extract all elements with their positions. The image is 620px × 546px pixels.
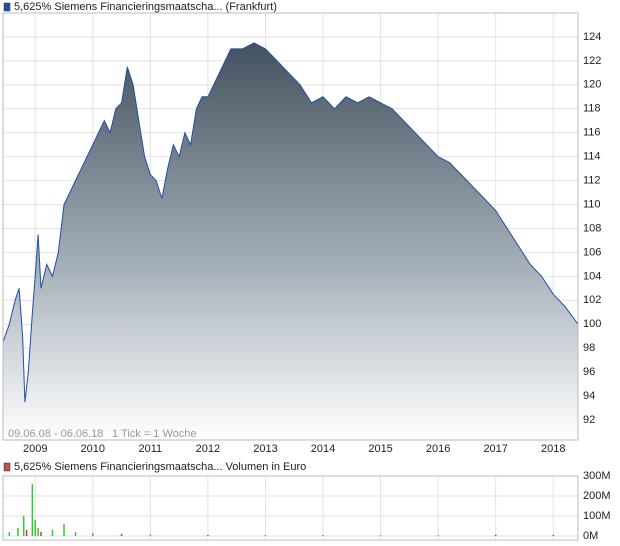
y-tick-label: 200M — [583, 490, 611, 502]
volume-bar — [322, 535, 324, 536]
legend-label: 5,625% Siemens Financieringsmaatscha... … — [14, 461, 306, 473]
area-fill — [3, 42, 578, 441]
y-tick-label: 106 — [583, 246, 601, 258]
volume-bar — [120, 534, 123, 536]
x-tick-label: 2012 — [196, 443, 220, 455]
y-tick-label: 104 — [583, 270, 601, 282]
y-tick-label: 102 — [583, 294, 601, 306]
volume-bar — [552, 535, 555, 536]
volume-bar — [437, 535, 439, 536]
y-tick-label: 110 — [583, 198, 601, 210]
y-tick-label: 96 — [583, 366, 595, 378]
y-tick-label: 0M — [583, 530, 598, 542]
volume-bar — [74, 532, 77, 536]
legend-swatch — [3, 462, 11, 472]
legend-swatch — [3, 2, 11, 12]
volume-bar — [31, 484, 34, 536]
volume-bar — [379, 535, 382, 536]
volume-bar — [63, 524, 65, 536]
volume-bar — [22, 516, 25, 536]
volume-bar — [40, 532, 42, 536]
x-tick-label: 2015 — [368, 443, 392, 455]
plot-frame — [2, 12, 579, 441]
volume-bar — [92, 533, 94, 536]
annotation: 09.06.08 - 06.06.18 — [8, 428, 103, 440]
x-tick-label: 2016 — [426, 443, 450, 455]
y-tick-label: 92 — [583, 414, 595, 426]
volume-bar — [51, 530, 54, 536]
y-tick-label: 112 — [583, 174, 601, 186]
x-tick-label: 2009 — [23, 443, 47, 455]
x-tick-label: 2014 — [311, 443, 335, 455]
x-tick-label: 2017 — [483, 443, 507, 455]
volume-bar — [17, 528, 19, 536]
y-tick-label: 122 — [583, 55, 601, 67]
volume-bar — [149, 534, 152, 536]
x-tick-label: 2010 — [81, 443, 105, 455]
y-tick-label: 116 — [583, 127, 601, 139]
y-tick-label: 100M — [583, 510, 611, 522]
volume-bar — [207, 535, 209, 536]
plot-frame — [2, 475, 579, 541]
y-tick-label: 124 — [583, 31, 601, 43]
volume-bar — [25, 530, 28, 536]
volume-bar — [37, 528, 39, 536]
annotation: 1 Tick = 1 Woche — [112, 428, 196, 440]
y-tick-label: 94 — [583, 390, 595, 402]
volume-bar — [34, 520, 36, 536]
y-tick-label: 108 — [583, 222, 601, 234]
volume-bar — [8, 532, 11, 536]
x-tick-label: 2011 — [139, 443, 163, 455]
y-tick-label: 100 — [583, 318, 601, 330]
volume-bar — [264, 535, 267, 536]
y-tick-label: 114 — [583, 151, 601, 163]
x-tick-label: 2013 — [253, 443, 277, 455]
x-tick-label: 2018 — [541, 443, 565, 455]
y-tick-label: 120 — [583, 79, 601, 91]
legend-label: 5,625% Siemens Financieringsmaatscha... … — [14, 1, 277, 13]
y-tick-label: 118 — [583, 103, 601, 115]
price-line — [2, 42, 579, 403]
y-tick-label: 98 — [583, 342, 595, 354]
volume-bar — [494, 534, 497, 536]
y-tick-label: 300M — [583, 470, 611, 482]
